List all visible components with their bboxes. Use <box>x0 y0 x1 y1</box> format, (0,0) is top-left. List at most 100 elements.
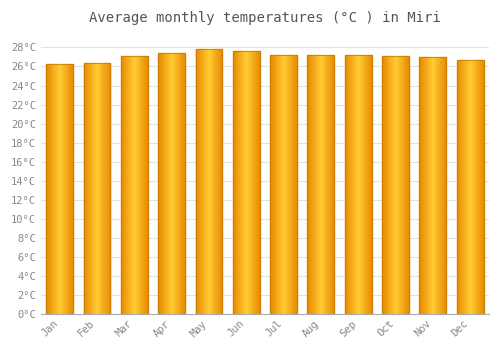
Bar <box>172 53 174 314</box>
Bar <box>294 55 295 314</box>
Bar <box>238 51 239 314</box>
Bar <box>423 57 424 314</box>
Bar <box>329 55 330 314</box>
Bar <box>166 53 167 314</box>
Bar <box>208 49 209 314</box>
Bar <box>353 55 354 314</box>
Bar <box>158 53 185 314</box>
Bar <box>460 60 462 314</box>
Bar <box>65 64 66 314</box>
Bar <box>104 63 105 314</box>
Bar <box>259 51 260 314</box>
Bar <box>94 63 95 314</box>
Bar <box>254 51 255 314</box>
Bar <box>136 56 137 314</box>
Bar <box>383 56 384 314</box>
Bar <box>472 60 473 314</box>
Bar <box>233 51 234 314</box>
Bar <box>479 60 480 314</box>
Bar <box>67 64 68 314</box>
Bar <box>108 63 110 314</box>
Bar <box>399 56 400 314</box>
Bar <box>386 56 388 314</box>
Bar <box>256 51 257 314</box>
Bar <box>394 56 396 314</box>
Bar <box>162 53 164 314</box>
Bar <box>144 56 145 314</box>
Bar <box>215 49 216 314</box>
Bar <box>390 56 391 314</box>
Bar <box>145 56 146 314</box>
Bar <box>52 64 54 314</box>
Bar <box>458 60 460 314</box>
Bar <box>367 55 368 314</box>
Bar <box>463 60 464 314</box>
Bar <box>160 53 161 314</box>
Bar <box>143 56 144 314</box>
Bar <box>434 57 436 314</box>
Bar <box>121 56 148 314</box>
Bar <box>196 49 198 314</box>
Bar <box>382 56 383 314</box>
Bar <box>312 55 313 314</box>
Bar <box>179 53 180 314</box>
Bar <box>97 63 98 314</box>
Bar <box>476 60 478 314</box>
Bar <box>328 55 329 314</box>
Bar <box>308 55 310 314</box>
Bar <box>239 51 240 314</box>
Title: Average monthly temperatures (°C ) in Miri: Average monthly temperatures (°C ) in Mi… <box>89 11 441 25</box>
Bar <box>346 55 348 314</box>
Bar <box>332 55 334 314</box>
Bar <box>270 55 271 314</box>
Bar <box>49 64 50 314</box>
Bar <box>358 55 359 314</box>
Bar <box>106 63 107 314</box>
Bar <box>396 56 398 314</box>
Bar <box>270 55 297 314</box>
Bar <box>400 56 401 314</box>
Bar <box>249 51 250 314</box>
Bar <box>444 57 446 314</box>
Bar <box>147 56 148 314</box>
Bar <box>250 51 252 314</box>
Bar <box>50 64 51 314</box>
Bar <box>48 64 49 314</box>
Bar <box>207 49 208 314</box>
Bar <box>466 60 468 314</box>
Bar <box>388 56 390 314</box>
Bar <box>63 64 64 314</box>
Bar <box>72 64 73 314</box>
Bar <box>384 56 385 314</box>
Bar <box>46 64 47 314</box>
Bar <box>56 64 57 314</box>
Bar <box>457 60 483 314</box>
Bar <box>442 57 443 314</box>
Bar <box>274 55 276 314</box>
Bar <box>271 55 272 314</box>
Bar <box>87 63 88 314</box>
Bar <box>398 56 399 314</box>
Bar <box>391 56 392 314</box>
Bar <box>319 55 320 314</box>
Bar <box>92 63 94 314</box>
Bar <box>98 63 99 314</box>
Bar <box>105 63 106 314</box>
Bar <box>316 55 318 314</box>
Bar <box>438 57 439 314</box>
Bar <box>122 56 124 314</box>
Bar <box>402 56 404 314</box>
Bar <box>247 51 248 314</box>
Bar <box>46 64 73 314</box>
Bar <box>170 53 172 314</box>
Bar <box>288 55 289 314</box>
Bar <box>440 57 441 314</box>
Bar <box>314 55 316 314</box>
Bar <box>351 55 352 314</box>
Bar <box>178 53 179 314</box>
Bar <box>60 64 62 314</box>
Bar <box>70 64 72 314</box>
Bar <box>128 56 129 314</box>
Bar <box>174 53 175 314</box>
Bar <box>84 63 110 314</box>
